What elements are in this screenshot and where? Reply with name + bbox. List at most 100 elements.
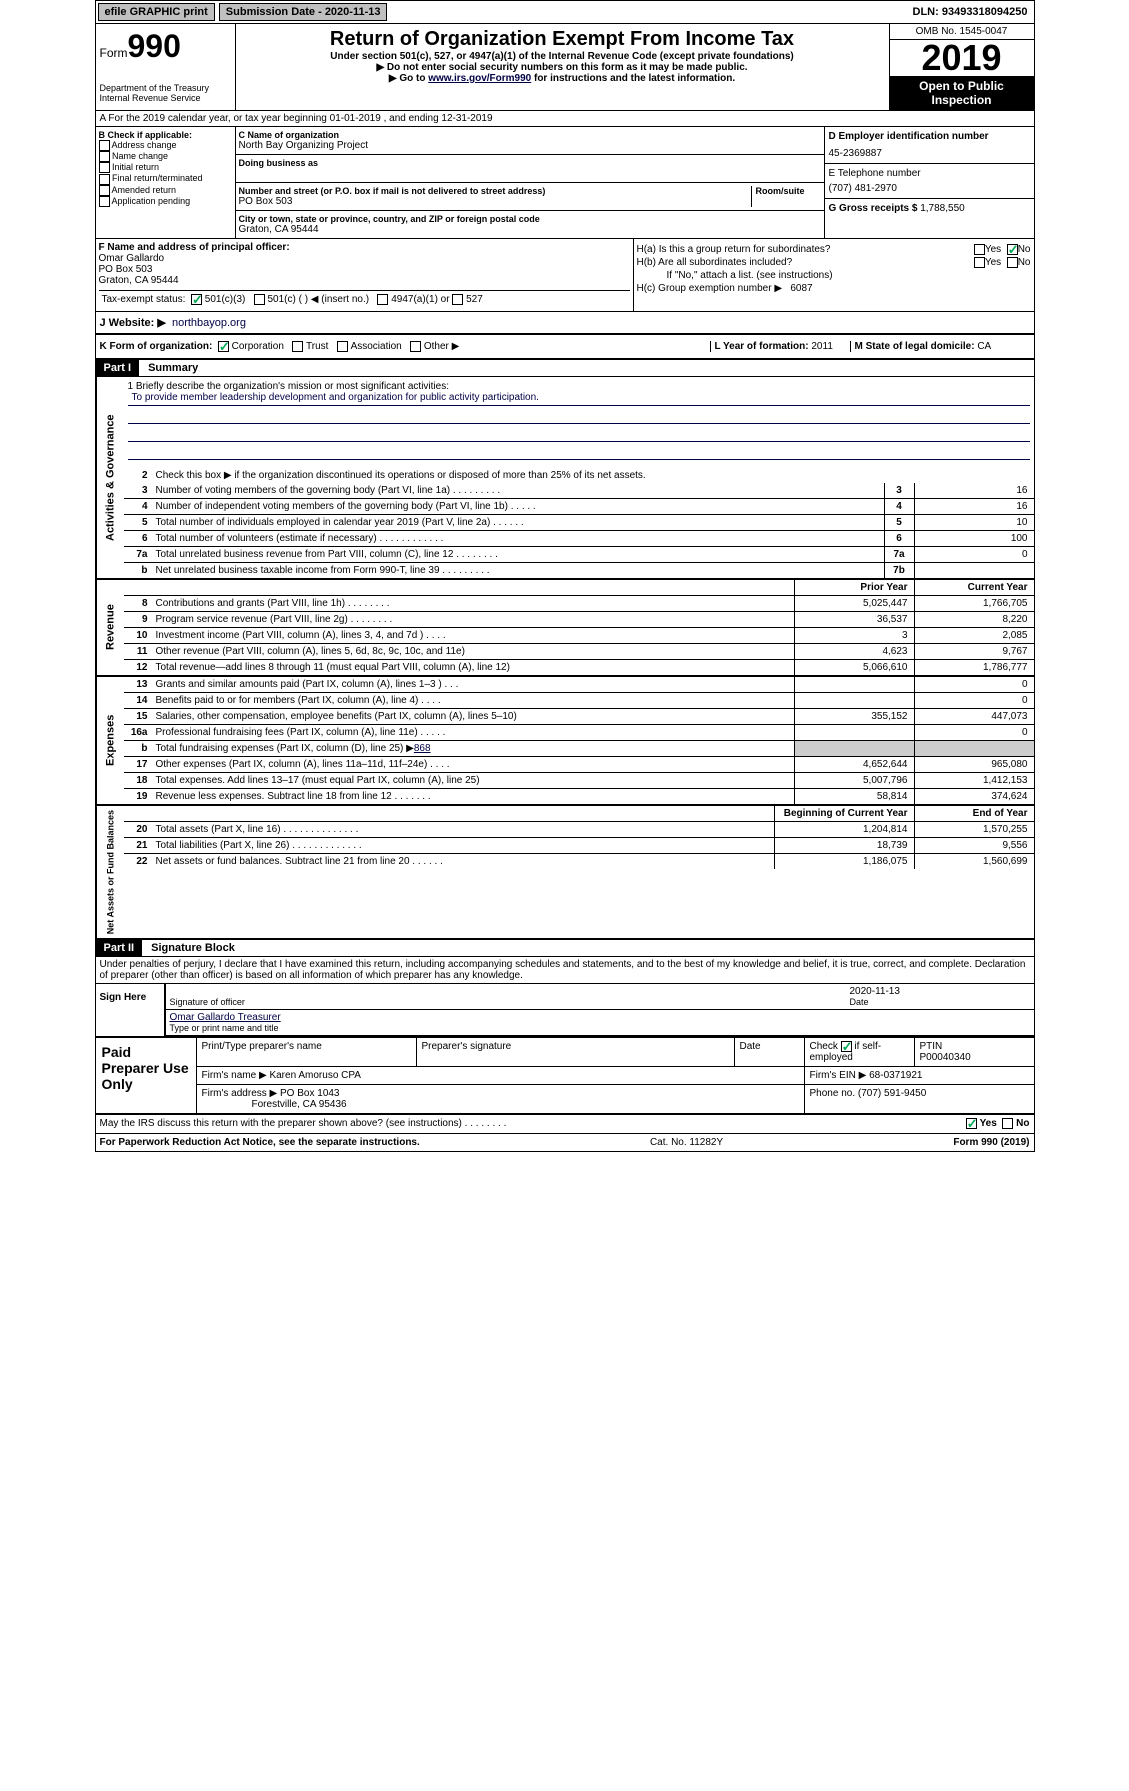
- ck-527[interactable]: [452, 294, 463, 305]
- subtitle-1: Under section 501(c), 527, or 4947(a)(1)…: [240, 51, 885, 62]
- website-label: J Website: ▶: [100, 317, 166, 329]
- ha-yes[interactable]: [974, 244, 985, 255]
- submission-date-button[interactable]: Submission Date - 2020-11-13: [219, 3, 388, 21]
- discuss-no[interactable]: [1002, 1118, 1013, 1129]
- line8: Contributions and grants (Part VIII, lin…: [152, 596, 794, 611]
- domicile-label: M State of legal domicile:: [855, 341, 975, 352]
- form-page: efile GRAPHIC print Submission Date - 20…: [95, 0, 1035, 1152]
- ha-row: H(a) Is this a group return for subordin…: [637, 244, 1031, 255]
- signer-name: Omar Gallardo Treasurer: [170, 1012, 281, 1023]
- website-row: J Website: ▶ northbayop.org: [96, 312, 1034, 335]
- part2-title: Signature Block: [145, 940, 241, 956]
- ptin-val: P00040340: [920, 1052, 971, 1063]
- sig-line-1: Signature of officer 2020-11-13Date: [164, 984, 1034, 1010]
- footer-mid: Cat. No. 11282Y: [420, 1137, 954, 1148]
- val4: 16: [914, 499, 1034, 514]
- ck-4947[interactable]: [377, 294, 388, 305]
- vtab-rev: Revenue: [96, 580, 124, 675]
- paid-preparer-block: Paid Preparer Use Only Print/Type prepar…: [96, 1036, 1034, 1115]
- c15: 447,073: [914, 709, 1034, 724]
- sign-date: 2020-11-13: [850, 986, 900, 997]
- hb-no[interactable]: [1007, 257, 1018, 268]
- c14: 0: [914, 693, 1034, 708]
- col-deg: D Employer identification number 45-2369…: [824, 127, 1034, 238]
- opt-amended[interactable]: Amended return: [99, 185, 232, 196]
- c19: 374,624: [914, 789, 1034, 804]
- org-name-box: C Name of organization North Bay Organiz…: [236, 127, 824, 155]
- ck-corp[interactable]: [218, 341, 229, 352]
- opt-initial-return[interactable]: Initial return: [99, 162, 232, 173]
- line14: Benefits paid to or for members (Part IX…: [152, 693, 794, 708]
- ck-501c[interactable]: [254, 294, 265, 305]
- gross-val: 1,788,550: [920, 203, 965, 214]
- opt-527: 527: [466, 294, 483, 305]
- dln-text: DLN: 93493318094250: [907, 4, 1034, 20]
- hb-yes[interactable]: [974, 257, 985, 268]
- addr-label: Number and street (or P.O. box if mail i…: [239, 186, 751, 196]
- ck-trust[interactable]: [292, 341, 303, 352]
- p20: 1,204,814: [774, 822, 914, 837]
- discuss-row: May the IRS discuss this return with the…: [96, 1115, 1034, 1132]
- paid-title: Paid Preparer Use Only: [96, 1038, 196, 1113]
- val3: 16: [914, 483, 1034, 498]
- ha-no[interactable]: [1007, 244, 1018, 255]
- part1-badge: Part I: [96, 360, 140, 376]
- sig-label: Signature of officer: [170, 997, 850, 1007]
- check-pre: Check: [810, 1041, 838, 1052]
- line13: Grants and similar amounts paid (Part IX…: [152, 677, 794, 692]
- p10: 3: [794, 628, 914, 643]
- col-b: B Check if applicable: Address change Na…: [96, 127, 236, 238]
- firm-name: Karen Amoruso CPA: [269, 1070, 361, 1081]
- name-label: Type or print name and title: [170, 1023, 1030, 1033]
- opt-name-change[interactable]: Name change: [99, 151, 232, 162]
- self-emp-hdr: Check if self-employed: [804, 1038, 914, 1066]
- gross-box: G Gross receipts $ 1,788,550: [825, 199, 1034, 218]
- ck-self-employed[interactable]: [841, 1041, 852, 1052]
- sign-here-label: Sign Here: [96, 984, 156, 1036]
- end-hdr: End of Year: [914, 806, 1034, 821]
- firm-addr2: Forestville, CA 95436: [252, 1099, 347, 1110]
- sig-line-2: Omar Gallardo TreasurerType or print nam…: [164, 1010, 1034, 1036]
- sub3-pre: ▶ Go to: [389, 73, 428, 84]
- opt-final-return[interactable]: Final return/terminated: [99, 173, 232, 184]
- line21: Total liabilities (Part X, line 26) . . …: [152, 838, 774, 853]
- col-f: F Name and address of principal officer:…: [96, 239, 634, 311]
- p17: 4,652,644: [794, 757, 914, 772]
- c21: 9,556: [914, 838, 1034, 853]
- opt-address-change[interactable]: Address change: [99, 140, 232, 151]
- c13: 0: [914, 677, 1034, 692]
- perjury-text: Under penalties of perjury, I declare th…: [96, 957, 1034, 984]
- col-cde: C Name of organization North Bay Organiz…: [236, 127, 1034, 238]
- website-link[interactable]: northbayop.org: [172, 317, 246, 329]
- paid-row-2: Firm's name ▶ Karen Amoruso CPA Firm's E…: [196, 1067, 1034, 1085]
- opt-app-pending[interactable]: Application pending: [99, 196, 232, 207]
- ck-assoc[interactable]: [337, 341, 348, 352]
- line18: Total expenses. Add lines 13–17 (must eq…: [152, 773, 794, 788]
- na-section: Net Assets or Fund Balances Beginning of…: [96, 806, 1034, 940]
- no-label: No: [1016, 1119, 1029, 1130]
- p9: 36,537: [794, 612, 914, 627]
- discuss-text: May the IRS discuss this return with the…: [100, 1118, 507, 1129]
- line6: Total number of volunteers (estimate if …: [152, 531, 884, 546]
- k-row: K Form of organization: Corporation Trus…: [96, 335, 1034, 360]
- opt-other: Other ▶: [424, 341, 459, 352]
- c22: 1,560,699: [914, 854, 1034, 869]
- year-block: OMB No. 1545-0047 2019 Open to Public In…: [889, 24, 1034, 110]
- footer-left: For Paperwork Reduction Act Notice, see …: [100, 1137, 420, 1148]
- prior-hdr: Prior Year: [794, 580, 914, 595]
- irs-link[interactable]: www.irs.gov/Form990: [428, 73, 531, 84]
- c18: 1,412,153: [914, 773, 1034, 788]
- ck-501c3[interactable]: [191, 294, 202, 305]
- discuss-yes[interactable]: [966, 1118, 977, 1129]
- firm-phone-label: Phone no.: [810, 1088, 856, 1099]
- p19: 58,814: [794, 789, 914, 804]
- yes-label: Yes: [985, 257, 1001, 268]
- line10: Investment income (Part VIII, column (A)…: [152, 628, 794, 643]
- efile-button[interactable]: efile GRAPHIC print: [98, 3, 215, 21]
- part2-badge: Part II: [96, 940, 143, 956]
- ck-other[interactable]: [410, 341, 421, 352]
- ptin-box: PTINP00040340: [914, 1038, 1034, 1066]
- line12: Total revenue—add lines 8 through 11 (mu…: [152, 660, 794, 675]
- opt-4947: 4947(a)(1) or: [391, 294, 449, 305]
- mission-text: To provide member leadership development…: [128, 392, 1030, 406]
